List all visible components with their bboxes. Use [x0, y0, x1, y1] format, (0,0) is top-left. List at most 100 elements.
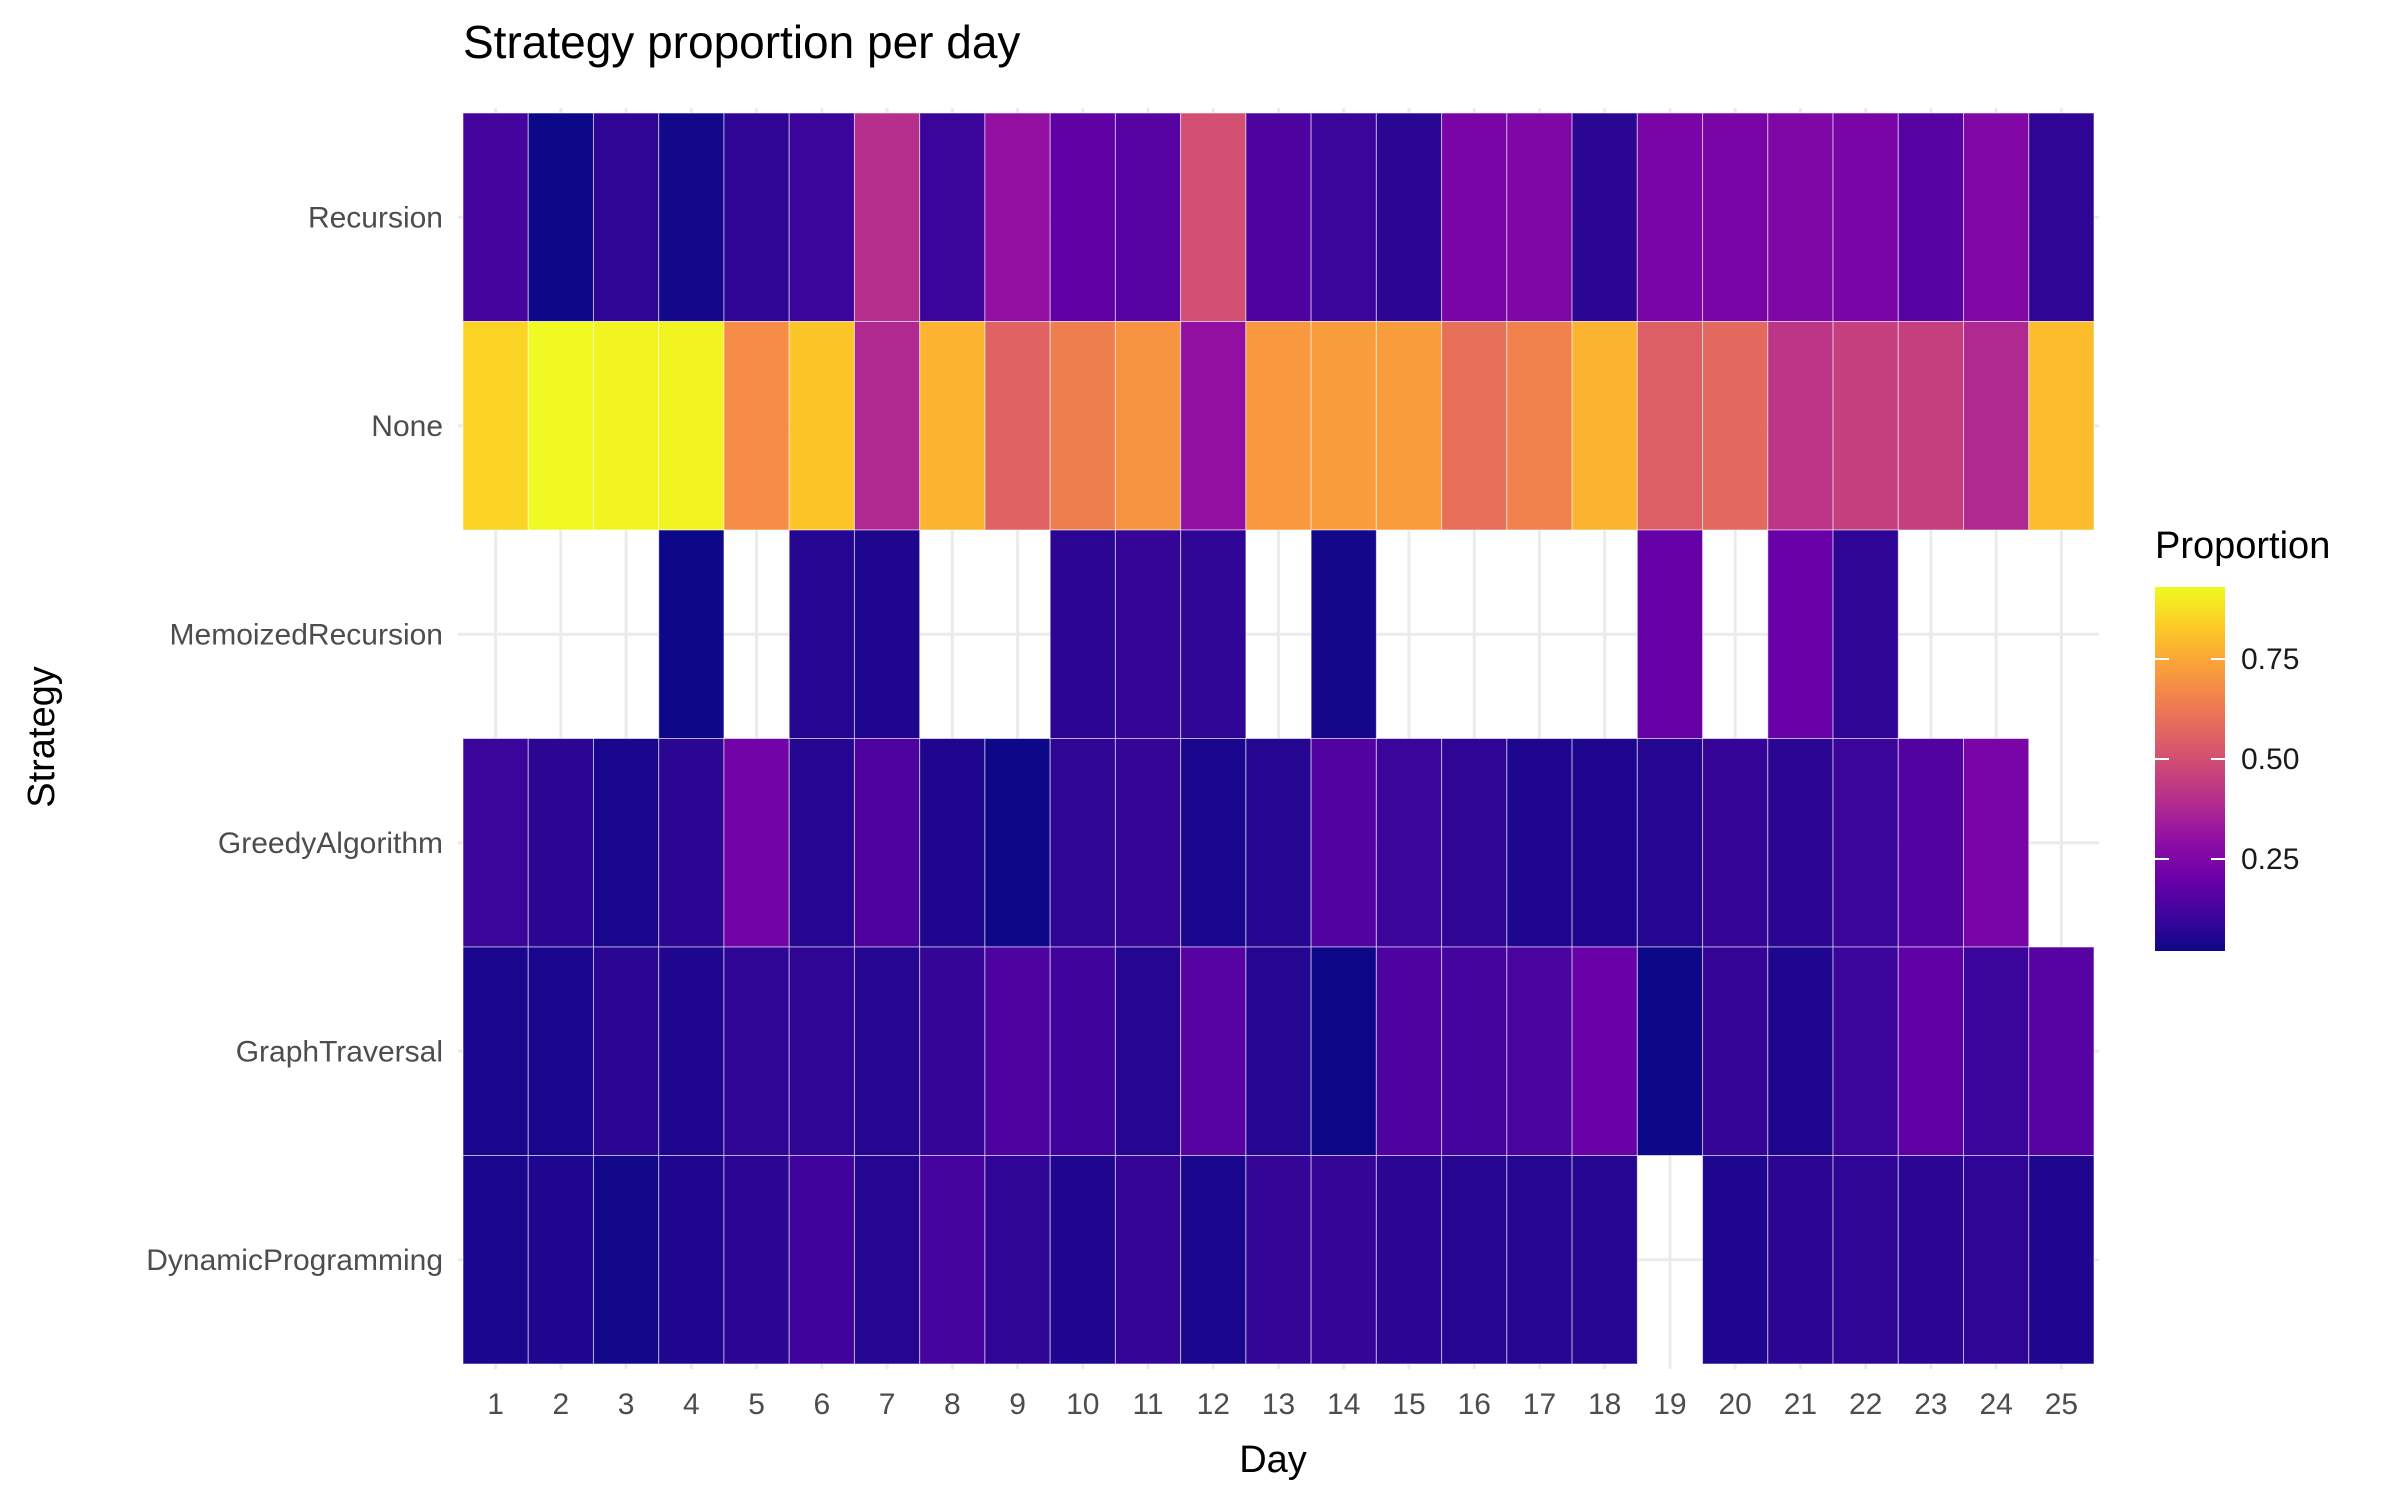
- heatmap-cell: [788, 946, 855, 1156]
- heatmap-cell: [723, 1155, 790, 1365]
- heatmap-cell: [788, 321, 855, 531]
- heatmap-cell: [462, 321, 529, 531]
- heatmap-cell: [788, 738, 855, 948]
- heatmap-cell: [1441, 1155, 1508, 1365]
- heatmap-cell: [984, 112, 1051, 322]
- heatmap-cell: [462, 1155, 529, 1365]
- heatmap-cell: [723, 321, 790, 531]
- y-tick-label: Recursion: [308, 201, 443, 234]
- heatmap-cell: [527, 946, 594, 1156]
- y-axis-title: Strategy: [21, 666, 63, 808]
- x-tick-label: 24: [1979, 1388, 2012, 1421]
- legend-title: Proportion: [2155, 525, 2330, 567]
- heatmap-cell: [527, 321, 594, 531]
- heatmap-cell: [2028, 946, 2095, 1156]
- heatmap-cell: [1049, 529, 1116, 739]
- heatmap-cell: [1310, 321, 1377, 531]
- heatmap-cell: [658, 112, 725, 322]
- y-tick-label: GreedyAlgorithm: [218, 827, 443, 860]
- x-tick-label: 4: [683, 1388, 700, 1421]
- heatmap-cell: [1963, 946, 2030, 1156]
- heatmap-cell: [1767, 321, 1834, 531]
- heatmap-cell: [658, 1155, 725, 1365]
- x-tick-label: 2: [553, 1388, 570, 1421]
- heatmap-cell: [592, 946, 660, 1156]
- heatmap-cell: [984, 738, 1051, 948]
- x-tick-label: 10: [1066, 1388, 1099, 1421]
- heatmap-cell: [1571, 946, 1638, 1156]
- heatmap-cell: [1636, 112, 1704, 322]
- heatmap-cell: [1897, 946, 1965, 1156]
- heatmap-cell: [658, 529, 725, 739]
- heatmap-cell: [853, 112, 921, 322]
- heatmap-cell: [1963, 1155, 2030, 1365]
- heatmap-cell: [1310, 1155, 1377, 1365]
- heatmap-cell: [1571, 321, 1638, 531]
- chart-title: Strategy proportion per day: [463, 16, 1020, 68]
- heatmap-cell: [853, 738, 921, 948]
- heatmap-cell: [658, 738, 725, 948]
- heatmap-cell: [984, 946, 1051, 1156]
- heatmap-cell: [723, 112, 790, 322]
- heatmap-cell: [1832, 946, 1899, 1156]
- heatmap-cell: [1767, 112, 1834, 322]
- legend-tick-label: 0.75: [2241, 643, 2299, 676]
- heatmap-cell: [1636, 946, 1704, 1156]
- heatmap-cell: [1375, 1155, 1443, 1365]
- heatmap-cell: [1375, 321, 1443, 531]
- heatmap-cell: [723, 946, 790, 1156]
- heatmap-cell: [1310, 112, 1377, 322]
- heatmap-cell: [853, 946, 921, 1156]
- x-tick-label: 22: [1849, 1388, 1882, 1421]
- heatmap-cell: [919, 1155, 986, 1365]
- heatmap-cell: [1832, 321, 1899, 531]
- heatmap-cell: [1702, 1155, 1769, 1365]
- heatmap-cell: [1832, 1155, 1899, 1365]
- heatmap-cell: [1180, 321, 1247, 531]
- x-tick-label: 12: [1197, 1388, 1230, 1421]
- x-tick-label: 11: [1132, 1388, 1163, 1421]
- heatmap-cell: [1245, 321, 1312, 531]
- heatmap-cell: [723, 738, 790, 948]
- heatmap-cell: [1049, 946, 1116, 1156]
- heatmap-cell: [984, 1155, 1051, 1365]
- heatmap-cell: [658, 321, 725, 531]
- y-tick-label: MemoizedRecursion: [170, 618, 443, 651]
- heatmap-cell: [462, 946, 529, 1156]
- heatmap-cell: [1245, 1155, 1312, 1365]
- heatmap-cell: [1245, 738, 1312, 948]
- heatmap-cell: [1310, 738, 1377, 948]
- legend-tick-label: 0.25: [2241, 843, 2299, 876]
- x-axis-ticks: 1 2 3 4 5 6 7 8 9 10 11 12 13 14 15 16 17 18 19 20 21 22 23 24 2…: [487, 1388, 2078, 1421]
- x-tick-label: 23: [1914, 1388, 1947, 1421]
- heatmap-cell: [1571, 1155, 1638, 1365]
- y-tick-label: DynamicProgramming: [146, 1244, 443, 1277]
- heatmap-cell: [1702, 738, 1769, 948]
- heatmap-cell: [1375, 738, 1443, 948]
- heatmap-cell: [1049, 112, 1116, 322]
- heatmap-cell: [1114, 738, 1182, 948]
- x-tick-label: 3: [618, 1388, 635, 1421]
- heatmap-cell: [919, 946, 986, 1156]
- heatmap-cell: [2028, 321, 2095, 531]
- x-tick-label: 8: [944, 1388, 961, 1421]
- heatmap-cell: [1702, 321, 1769, 531]
- heatmap-cell: [1180, 529, 1247, 739]
- heatmap-cell: [1441, 738, 1508, 948]
- heatmap-cell: [1441, 112, 1508, 322]
- heatmap-cell: [1767, 529, 1834, 739]
- heatmap-cell: [462, 738, 529, 948]
- heatmap-cell: [919, 321, 986, 531]
- y-tick-label: GraphTraversal: [236, 1035, 443, 1068]
- heatmap-cell: [1506, 321, 1573, 531]
- heatmap-cell: [1114, 112, 1182, 322]
- heatmap-cell: [592, 112, 660, 322]
- x-axis-title: Day: [1239, 1439, 1307, 1481]
- color-legend: Proportion 0.25 0.50 0.75: [2155, 525, 2330, 951]
- heatmap-cell: [919, 112, 986, 322]
- heatmap-cell: [1114, 529, 1182, 739]
- heatmap-cell: [1441, 946, 1508, 1156]
- heatmap-cell: [1832, 738, 1899, 948]
- heatmap-cell: [527, 112, 594, 322]
